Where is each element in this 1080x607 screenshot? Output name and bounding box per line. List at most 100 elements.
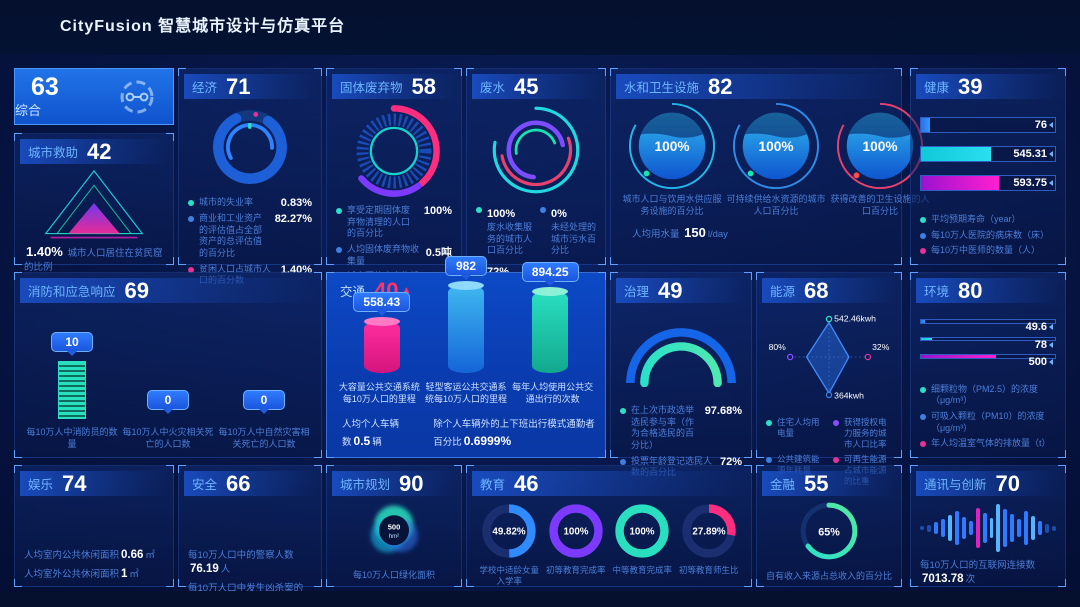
panel-score: 69 <box>124 277 149 303</box>
panel-city-aid[interactable]: 城市救助 42 1.40% 城市人口居住在贫民窟的比例 <box>14 133 174 273</box>
value-bubble: 0 <box>147 389 189 414</box>
education-ring: 100% 中等教育完成率 <box>609 502 675 576</box>
legend-dot <box>336 247 342 254</box>
panel-finance[interactable]: 金融 55 65% 自有收入来源占总收入的百分比 <box>756 465 902 587</box>
stat-label: 人均用水量 <box>632 229 680 241</box>
bar-label: 每10万人中火灾相关死亡的人口数 <box>122 426 214 449</box>
legend-value: 100% <box>487 208 516 220</box>
green-area-blob-chart: 500 hm² <box>370 505 418 553</box>
education-ring: 27.89% 初等教育师生比 <box>676 502 742 576</box>
legend-dot <box>188 216 194 222</box>
legend-dot <box>540 207 546 213</box>
axis-value-left: 80% <box>769 342 787 352</box>
ring-label: 初等教育完成率 <box>545 565 606 575</box>
panel-score: 58 <box>411 73 436 99</box>
traffic-bar-group: 558.43 <box>353 291 411 373</box>
panel-telecom[interactable]: 通讯与创新 70 每10万人口的互联网连接数7013.78次 每10万人口的手机… <box>910 465 1066 607</box>
panel-score: 74 <box>62 470 87 496</box>
panel-traffic[interactable]: 交通 40 ▲ 558.43 982 894.25 大容量公共交 <box>326 255 606 458</box>
panel-score: 49 <box>658 277 683 303</box>
panel-urban-planning[interactable]: 城市规划 90 500 hm² 每10万人口绿化面积 <box>326 465 462 587</box>
panel-water-sanitation[interactable]: 水和卫生设施 82 100% 城市人口与饮用水供应服务设施的百分比 <box>610 68 930 265</box>
bottom-bar <box>0 591 1080 607</box>
panel-wastewater[interactable]: 废水 45 100% 废水收集服务的城市人口百分比 0% 未经处理的城市污水百分比 … <box>466 68 606 313</box>
composite-score-card[interactable]: 63 综合 <box>14 68 174 125</box>
panel-economy[interactable]: 经济 71 城市的失业率 0.83% 商业和工业资产的评估值占全部资产的总评估值的… <box>178 68 322 285</box>
center-value: 500 <box>388 523 401 532</box>
ring-value: 65% <box>818 526 840 538</box>
radar-chart: 542.46kwh 364kwh 80% 32% <box>769 314 890 401</box>
bar-label: 轻型客运公共交通系统每10万人口的里程 <box>425 381 508 404</box>
panel-score: 80 <box>958 277 983 303</box>
ring-value: 100% <box>563 527 588 538</box>
panel-title: 教育 <box>480 478 506 492</box>
legend-item: 获得授权电力服务的城市人口比率 <box>833 417 892 450</box>
gauge-value: 100% <box>654 139 689 154</box>
traffic-footnote: 除个人车辆外的上下班出行模式通勤者百分比 0.6999% <box>433 414 596 450</box>
ring-chart: 27.89% <box>682 504 736 558</box>
legend-dot <box>833 420 839 426</box>
app-header: CityFusion 智慧城市设计与仿真平台 <box>0 0 1080 55</box>
stat-unit: ㎡ <box>129 569 139 580</box>
bar-label: 每10万人中消防员的数量 <box>26 426 118 449</box>
panel-environment[interactable]: 环境 80 49.6 78 500 细颗粒物（PM2.5）的浓度（μg/m³） … <box>910 272 1066 458</box>
panel-safety[interactable]: 安全 66 每10万人口中的警察人数76.19人 每10万人口中发生凶杀案的数量… <box>178 465 322 607</box>
legend-label: 在上次市政选举选民参与率（作为合格选民的百分比） <box>631 405 695 451</box>
legend-item: 平均预期寿命（year） <box>920 214 1056 226</box>
fire-bar-group: 0 每10万人中火灾相关死亡的人口数 <box>120 389 216 450</box>
stat-line: 每10万人口的互联网连接数 7013.78 次 <box>920 557 1056 585</box>
panel-health[interactable]: 健康 39 76 545.31 593.75 平均预期寿命（year） 每10万… <box>910 68 1066 265</box>
legend-label: 城市的失业率 <box>199 197 254 207</box>
cylinder-bar <box>532 286 569 373</box>
panel-title: 环境 <box>924 285 950 299</box>
stat-value: 7013.78 <box>922 573 964 585</box>
legend-item: 城市的失业率 0.83% <box>188 197 312 209</box>
wastewater-rings-chart <box>492 106 580 194</box>
panel-score: 71 <box>226 73 251 99</box>
panel-governance[interactable]: 治理 49 在上次市政选举选民参与率（作为合格选民的百分比） 97.68% 投票年… <box>610 272 752 477</box>
gauge-label: 城市人口与饮用水供应服务设施的百分比 <box>622 194 722 217</box>
panel-solid-waste[interactable]: 固体废弃物 58 享受定期固体废弃物清理的人口的百分比 100% 人均固体废弃物收… <box>326 68 462 293</box>
gauge-value: 100% <box>862 139 897 154</box>
liquid-gauge: 100% 可持续供给水资源的城市人口百分比 <box>724 101 828 217</box>
ring-label: 中等教育完成率 <box>612 565 672 575</box>
legend-dot <box>920 386 926 393</box>
panel-score: 70 <box>995 470 1020 496</box>
legend-item: 享受定期固体废弃物清理的人口的百分比 100% <box>336 205 452 240</box>
legend-label: 每10万中医师的数量（人） <box>931 245 1041 256</box>
cylinder-bar <box>363 316 400 373</box>
stat-label: 除个人车辆外的上下班出行模式通勤者百分比 <box>433 419 595 448</box>
value-bubble: 558.43 <box>353 291 411 316</box>
legend-item: 100% 废水收集服务的城市人口百分比 <box>476 204 532 257</box>
panel-title: 水和卫生设施 <box>624 81 700 95</box>
panel-score: 66 <box>226 470 251 496</box>
panel-education[interactable]: 教育 46 49.82% 学校中适龄女童入学率 100% <box>466 465 752 587</box>
stat-unit: ㎡ <box>145 550 155 561</box>
liquid-gauge-chart: 100% <box>732 102 820 190</box>
legend-value: 0.83% <box>280 197 312 209</box>
value-bubble: 982 <box>444 255 487 280</box>
legend-value: 0% <box>551 208 567 220</box>
legend-dot <box>188 266 194 273</box>
education-ring: 100% 初等教育完成率 <box>543 502 609 576</box>
city-aid-stat: 1.40% 城市人口居住在贫民窟的比例 <box>24 244 164 273</box>
panel-score: 42 <box>87 138 112 164</box>
legend-item: 每10万中医师的数量（人） <box>920 245 1056 257</box>
stat-unit: 次 <box>965 574 976 585</box>
fire-bar-group: 10 每10万人中消防员的数量 <box>24 331 120 450</box>
legend-dot <box>620 408 626 414</box>
center-unit: hm² <box>389 534 399 540</box>
panel-fire-emergency[interactable]: 消防和应急响应 69 10 每10万人中消防员的数量 0 每10万人中火灾相关死… <box>14 272 322 458</box>
axis-value-right: 32% <box>872 342 890 352</box>
stat-unit: l/day <box>707 229 728 241</box>
panel-title: 消防和应急响应 <box>28 285 116 299</box>
panel-recreation[interactable]: 娱乐 74 人均室内公共休闲面积 0.66 ㎡ 人均室外公共休闲面积 1 ㎡ <box>14 465 174 587</box>
composite-gauge-icon <box>120 80 154 113</box>
legend-dot <box>336 208 342 214</box>
traffic-bar-group: 982 <box>444 255 487 373</box>
panel-title: 固体废弃物 <box>340 81 403 95</box>
gauge-value: 100% <box>758 139 793 154</box>
legend-dot <box>920 216 926 223</box>
panel-energy[interactable]: 能源 68 542.46kwh 364kwh 80% 32% 住宅人均用电量 获… <box>756 272 902 486</box>
